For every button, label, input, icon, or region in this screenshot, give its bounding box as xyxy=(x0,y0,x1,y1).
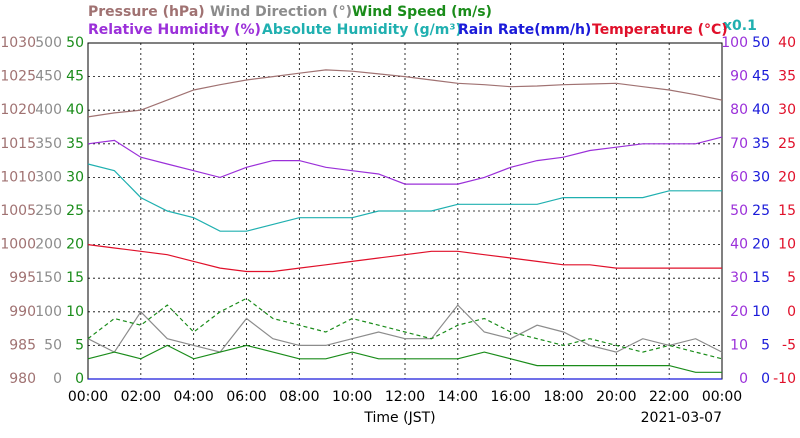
y-tick-label: 1005 xyxy=(0,203,36,219)
y-tick-label: 350 xyxy=(35,136,62,152)
y-tick-label: 40 xyxy=(778,35,796,51)
y-tick-label: 500 xyxy=(35,35,62,51)
y-tick-label: 100 xyxy=(35,304,62,320)
y-tick-label: 30 xyxy=(66,169,84,185)
y-tick-label: 5 xyxy=(761,337,770,353)
series-line xyxy=(87,69,723,118)
x-axis-label: Time (JST) xyxy=(363,410,435,426)
x-tick-label: 22:00 xyxy=(649,389,689,405)
y-tick-label: 1000 xyxy=(0,237,36,253)
y-tick-label: 995 xyxy=(9,270,36,286)
y-tick-label: 1030 xyxy=(0,35,36,51)
y-tick-label: 5 xyxy=(75,337,84,353)
y-tick-label: 0 xyxy=(739,371,748,387)
y-tick-label: 50 xyxy=(44,337,62,353)
y-tick-label: 20 xyxy=(730,304,748,320)
y-tick-label: 40 xyxy=(730,237,748,253)
y-tick-label: 60 xyxy=(730,169,748,185)
y-tick-label: 250 xyxy=(35,203,62,219)
series-line xyxy=(87,344,722,373)
y-tick-label: 200 xyxy=(35,237,62,253)
y-tick-label: 40 xyxy=(752,102,770,118)
y-tick-label: 50 xyxy=(730,203,748,219)
legend-entry: Wind Direction (°) xyxy=(210,4,352,20)
series-line xyxy=(87,297,723,360)
x-tick-label: 10:00 xyxy=(332,389,372,405)
y-tick-label: 300 xyxy=(35,169,62,185)
y-tick-label: 35 xyxy=(66,136,84,152)
y-tick-label: 980 xyxy=(9,371,36,387)
y-tick-label: 30 xyxy=(752,169,770,185)
x-tick-label: 00:00 xyxy=(68,389,108,405)
y-tick-label: 100 xyxy=(721,35,748,51)
series-line xyxy=(87,244,722,273)
y-tick-label: 35 xyxy=(752,136,770,152)
y-tick-label: 20 xyxy=(66,237,84,253)
x-tick-label: 16:00 xyxy=(490,389,530,405)
y-tick-label: 30 xyxy=(730,270,748,286)
legend-entry: Temperature (°C) xyxy=(592,22,728,38)
y-tick-label: 0 xyxy=(787,304,796,320)
x-tick-label: 00:00 xyxy=(702,389,742,405)
y-tick-label: 25 xyxy=(752,203,770,219)
y-tick-label: 15 xyxy=(752,270,770,286)
y-tick-label: 25 xyxy=(778,136,796,152)
series-line xyxy=(87,163,722,232)
y-tick-label: 20 xyxy=(752,237,770,253)
y-tick-label: 0 xyxy=(75,371,84,387)
legend-entry: Rain Rate(mm/h) xyxy=(458,22,591,38)
y-tick-label: 450 xyxy=(35,69,62,85)
x-tick-label: 20:00 xyxy=(596,389,636,405)
y-tick-label: 40 xyxy=(66,102,84,118)
y-tick-label: 10 xyxy=(752,304,770,320)
y-tick-label: 90 xyxy=(730,69,748,85)
y-tick-label: 50 xyxy=(66,35,84,51)
y-tick-label: 150 xyxy=(35,270,62,286)
x-tick-label: 08:00 xyxy=(279,389,319,405)
y-tick-label: 45 xyxy=(66,69,84,85)
y-tick-label: 990 xyxy=(9,304,36,320)
y-tick-label: 30 xyxy=(778,102,796,118)
legend-entry: Pressure (hPa) xyxy=(88,4,205,20)
y-tick-label: 15 xyxy=(66,270,84,286)
y-tick-label: 5 xyxy=(787,270,796,286)
y-tick-label: 1015 xyxy=(0,136,36,152)
y-tick-label: 0 xyxy=(53,371,62,387)
y-tick-label: 25 xyxy=(66,203,84,219)
y-tick-label: -5 xyxy=(782,337,796,353)
y-tick-label: 400 xyxy=(35,102,62,118)
y-tick-label: 10 xyxy=(66,304,84,320)
y-tick-label: 1020 xyxy=(0,102,36,118)
y-tick-label: 1025 xyxy=(0,69,36,85)
x-tick-label: 12:00 xyxy=(385,389,425,405)
legend-entry: Wind Speed (m/s) xyxy=(352,4,492,20)
x-tick-label: 02:00 xyxy=(121,389,161,405)
y-tick-label: 10 xyxy=(730,337,748,353)
y-tick-label: 35 xyxy=(778,69,796,85)
x-tick-label: 06:00 xyxy=(226,389,266,405)
y-tick-label: -10 xyxy=(773,371,796,387)
x-tick-label: 04:00 xyxy=(173,389,213,405)
y-tick-label: 70 xyxy=(730,136,748,152)
y-tick-label: 1010 xyxy=(0,169,36,185)
series-line xyxy=(87,136,723,185)
date-label: 2021-03-07 xyxy=(641,410,722,426)
y-tick-label: 45 xyxy=(752,69,770,85)
series-line xyxy=(87,304,723,353)
y-tick-label: 985 xyxy=(9,337,36,353)
scale-note: x0.1 xyxy=(723,18,757,34)
y-tick-label: 50 xyxy=(752,35,770,51)
y-tick-label: 0 xyxy=(761,371,770,387)
y-tick-label: 80 xyxy=(730,102,748,118)
legend-entry: Relative Humidity (%) xyxy=(88,22,261,38)
y-tick-label: 15 xyxy=(778,203,796,219)
y-tick-label: 20 xyxy=(778,169,796,185)
y-tick-label: 10 xyxy=(778,237,796,253)
x-tick-label: 14:00 xyxy=(438,389,478,405)
legend-entry: Absolute Humidity (g/m³) xyxy=(262,22,462,38)
x-tick-label: 18:00 xyxy=(543,389,583,405)
